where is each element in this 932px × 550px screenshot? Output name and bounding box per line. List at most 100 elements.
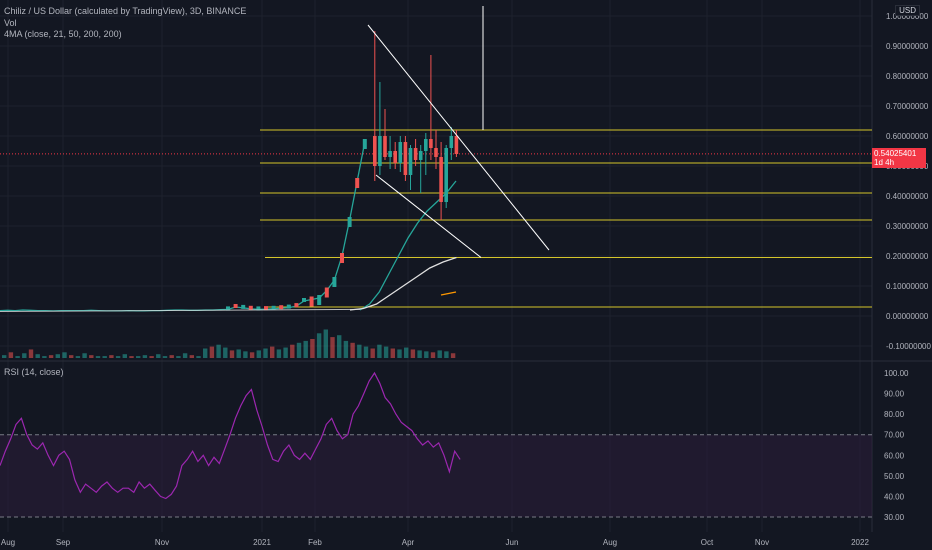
volume-bar (2, 355, 7, 358)
volume-bar (216, 344, 221, 358)
currency-label[interactable]: USD (895, 5, 920, 16)
volume-bar (89, 355, 94, 358)
volume-bar (196, 356, 201, 358)
volume-bar (223, 347, 228, 358)
volume-bar (363, 346, 369, 358)
volume-bar (156, 354, 161, 358)
price-tick-label: 0.90000000 (886, 42, 929, 51)
early-candle (233, 304, 238, 308)
volume-bar (48, 355, 54, 358)
volume-legend[interactable]: Vol (4, 18, 17, 28)
rsi-line (0, 371, 461, 500)
trend-lines[interactable] (367, 6, 550, 258)
volume-bar (410, 349, 416, 358)
volume-bar (115, 356, 121, 358)
volume-bar (404, 347, 409, 358)
volume-bar (397, 349, 402, 358)
price-tick-label: 0.80000000 (886, 72, 929, 81)
rsi-tick-label: 30.00 (884, 513, 905, 522)
volume-bar (350, 342, 355, 358)
volume-bar (122, 354, 127, 358)
candle-body (393, 151, 397, 163)
rsi-tick-label: 80.00 (884, 410, 905, 419)
volume-bar (444, 351, 449, 358)
early-candle (294, 303, 299, 308)
rsi-tick-label: 40.00 (884, 492, 905, 501)
volume-bar (129, 356, 134, 358)
last-price-countdown: 1d 4h (874, 158, 895, 167)
volume-bar (437, 350, 442, 358)
volume-bar (15, 356, 20, 358)
time-axis[interactable]: Aug Sep Nov 2021 Feb Apr Jun Aug Oct Nov 2022 (1, 538, 870, 547)
rsi-band (0, 434, 872, 517)
volume-bar (316, 333, 322, 358)
candle-body (373, 136, 377, 166)
rsi-pane (0, 371, 872, 518)
price-tick-label: 0.60000000 (886, 132, 929, 141)
symbol-legend[interactable]: Chiliz / US Dollar (calculated by Tradin… (4, 6, 247, 16)
volume-bar (276, 349, 282, 358)
time-tick-label: Oct (701, 538, 714, 547)
candle-body (383, 136, 387, 157)
volume-bar (243, 351, 248, 358)
early-candle (271, 305, 276, 310)
volume-bar (28, 349, 34, 358)
candlesticks[interactable] (373, 31, 459, 220)
candle-body (388, 151, 392, 157)
time-tick-label: 2022 (851, 538, 869, 547)
time-tick-label: Nov (755, 538, 769, 547)
volume-bar (229, 350, 235, 358)
volume-bar (370, 348, 375, 358)
early-candle (347, 217, 352, 227)
ma-legend[interactable]: 4MA (close, 21, 50, 200, 200) (4, 29, 122, 39)
candle-body (408, 148, 413, 175)
volume-bar (263, 348, 268, 358)
price-tick-label: 0.00000000 (886, 312, 929, 321)
volume-bar (383, 346, 389, 358)
price-tick-label: 1.00000000 (886, 12, 929, 21)
volume-bar (149, 356, 154, 358)
volume-bar (290, 344, 295, 358)
volume-bar (236, 349, 241, 358)
volume-bar (343, 340, 349, 358)
early-candle (302, 298, 306, 302)
volume-bar (249, 352, 255, 358)
time-tick-label: Sep (56, 538, 71, 547)
volume-bar (283, 347, 288, 358)
early-candle (286, 304, 291, 309)
last-price-value: 0.54025401 (874, 149, 917, 158)
volume-bar (162, 356, 168, 358)
volume-bar (109, 355, 114, 358)
volume-bar (310, 339, 315, 358)
price-tick-label: -0.10000000 (886, 342, 931, 351)
early-candle (248, 305, 253, 310)
time-tick-label: Feb (308, 538, 322, 547)
volume-bar (450, 353, 456, 358)
rsi-legend[interactable]: RSI (14, close) (4, 367, 64, 377)
volume-bar (424, 351, 429, 358)
volume-bar (95, 356, 101, 358)
price-tick-label: 0.40000000 (886, 192, 929, 201)
early-candle (226, 306, 230, 311)
time-tick-label: Apr (402, 538, 415, 547)
early-candle (324, 287, 329, 298)
volume-bar (323, 329, 328, 358)
last-price-badge: 0.54025401 1d 4h (872, 148, 926, 168)
early-candle (256, 306, 261, 311)
candle-body (424, 139, 428, 151)
time-tick-label: Jun (506, 538, 519, 547)
volume-bar (8, 352, 14, 358)
candle-body (398, 142, 403, 163)
volume-bar (296, 342, 302, 358)
early-candle (264, 306, 268, 311)
early-candle (362, 139, 367, 149)
rsi-tick-label: 50.00 (884, 472, 905, 481)
volume-bar (430, 352, 436, 358)
volume-bar (357, 344, 362, 358)
candle-body (429, 139, 433, 148)
volume-bar (270, 346, 275, 358)
price-tick-label: 0.10000000 (886, 282, 929, 291)
volume-bar (417, 350, 422, 358)
early-candle (355, 178, 360, 188)
